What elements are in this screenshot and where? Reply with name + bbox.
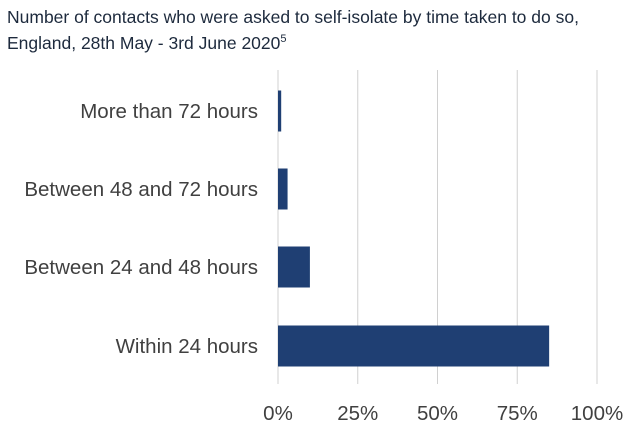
x-tick-label: 50% bbox=[417, 402, 458, 425]
title-footnote: 5 bbox=[280, 33, 287, 45]
bar bbox=[278, 325, 550, 367]
x-tick-label: 100% bbox=[571, 402, 623, 425]
bar bbox=[278, 90, 282, 132]
category-label: Within 24 hours bbox=[116, 335, 258, 358]
x-tick-label: 25% bbox=[337, 402, 378, 425]
bar bbox=[278, 246, 310, 288]
category-label: Between 24 and 48 hours bbox=[24, 256, 258, 279]
x-tick-labels: 0% 25% 50% 75% 100% bbox=[263, 402, 623, 425]
category-label: More than 72 hours bbox=[80, 100, 258, 123]
bar bbox=[278, 168, 288, 210]
x-tick-label: 0% bbox=[263, 402, 293, 425]
chart-title: Number of contacts who were asked to sel… bbox=[7, 4, 631, 56]
category-labels: More than 72 hours Between 48 and 72 hour… bbox=[24, 100, 258, 358]
bars bbox=[278, 90, 550, 367]
chart-title-text: Number of contacts who were asked to sel… bbox=[7, 7, 579, 53]
category-label: Between 48 and 72 hours bbox=[24, 178, 258, 201]
x-tick-label: 75% bbox=[497, 402, 538, 425]
